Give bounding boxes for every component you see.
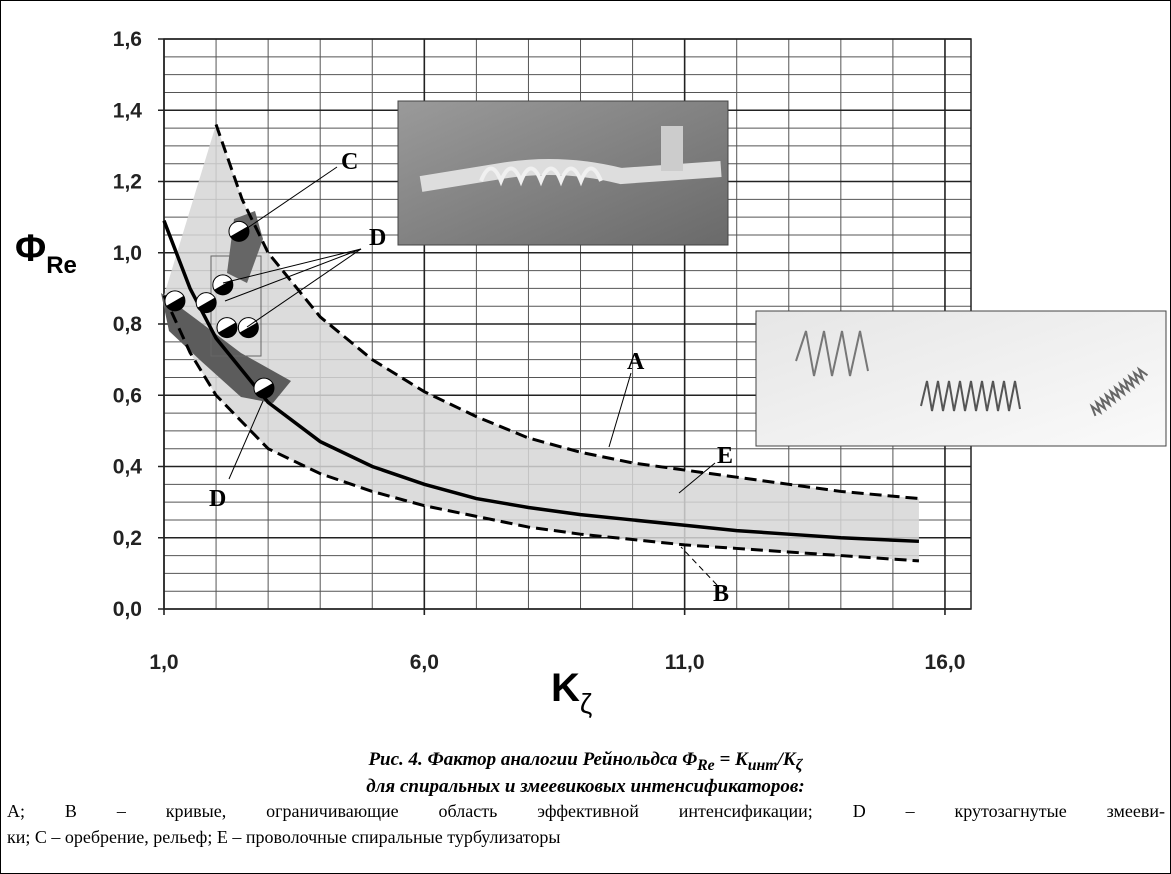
x-label-sub: ζ [580,688,592,719]
caption-title-line2: для спиральных и змеевиковых интенсифика… [1,776,1170,798]
x-tick-label: 6,0 [410,651,439,674]
x-label-main: K [551,666,580,710]
y-label-sub: Re [46,252,77,279]
y-label: ΦRe [15,228,77,279]
y-label-main: Φ [15,228,46,270]
caption-part: /K [778,749,796,770]
annotation: D [369,225,386,251]
x-tick-label: 11,0 [665,651,705,674]
series-label: B [713,581,729,607]
figure: C D D A B E Kζ ΦRe 0,00,20,40,60,81,01,2… [0,0,1171,874]
y-tick-label: 0,4 [113,456,143,479]
fitting [661,126,683,171]
series-label: E [717,443,733,469]
annotation: D [209,486,226,512]
y-tick-label: 0,6 [113,384,142,407]
y-tick-label: 1,0 [113,242,142,265]
x-tick-label: 16,0 [925,651,966,674]
caption-legend: ки; C – оребрение, рельеф; E – проволочн… [7,827,1165,848]
photo-1 [398,101,728,245]
photo-frame [756,311,1166,446]
chart: C D D A B E Kζ ΦRe 0,0 0,2 0,4 0,6 0,8 1,0 1,2… [1,1,1171,741]
photo-2 [756,311,1166,446]
annotation: C [341,149,358,175]
caption-sub: инт [748,757,778,774]
y-tick-label: 1,4 [113,99,143,122]
x-tick-label: 1,0 [149,651,178,674]
caption-legend: A; B – кривые, ограничивающие область эф… [7,801,1165,822]
y-tick-label: 1,6 [113,28,142,51]
caption-title: Рис. 4. Фактор аналогии Рейнольдса ΦRe =… [1,749,1170,775]
caption-sub: Re [697,757,715,774]
series-label: A [627,349,645,375]
leader [681,547,717,585]
x-label: Kζ [551,666,592,719]
caption-part: Рис. 4. Фактор аналогии Рейнольдса Φ [368,749,697,770]
y-tick-label: 0,2 [113,527,142,550]
y-tick-label: 1,2 [113,171,142,194]
leader [609,373,631,447]
caption-part: = K [715,749,748,770]
y-tick-label: 0,0 [113,598,142,621]
y-tick-label: 0,8 [113,313,143,336]
caption-sub: ζ [796,757,803,774]
